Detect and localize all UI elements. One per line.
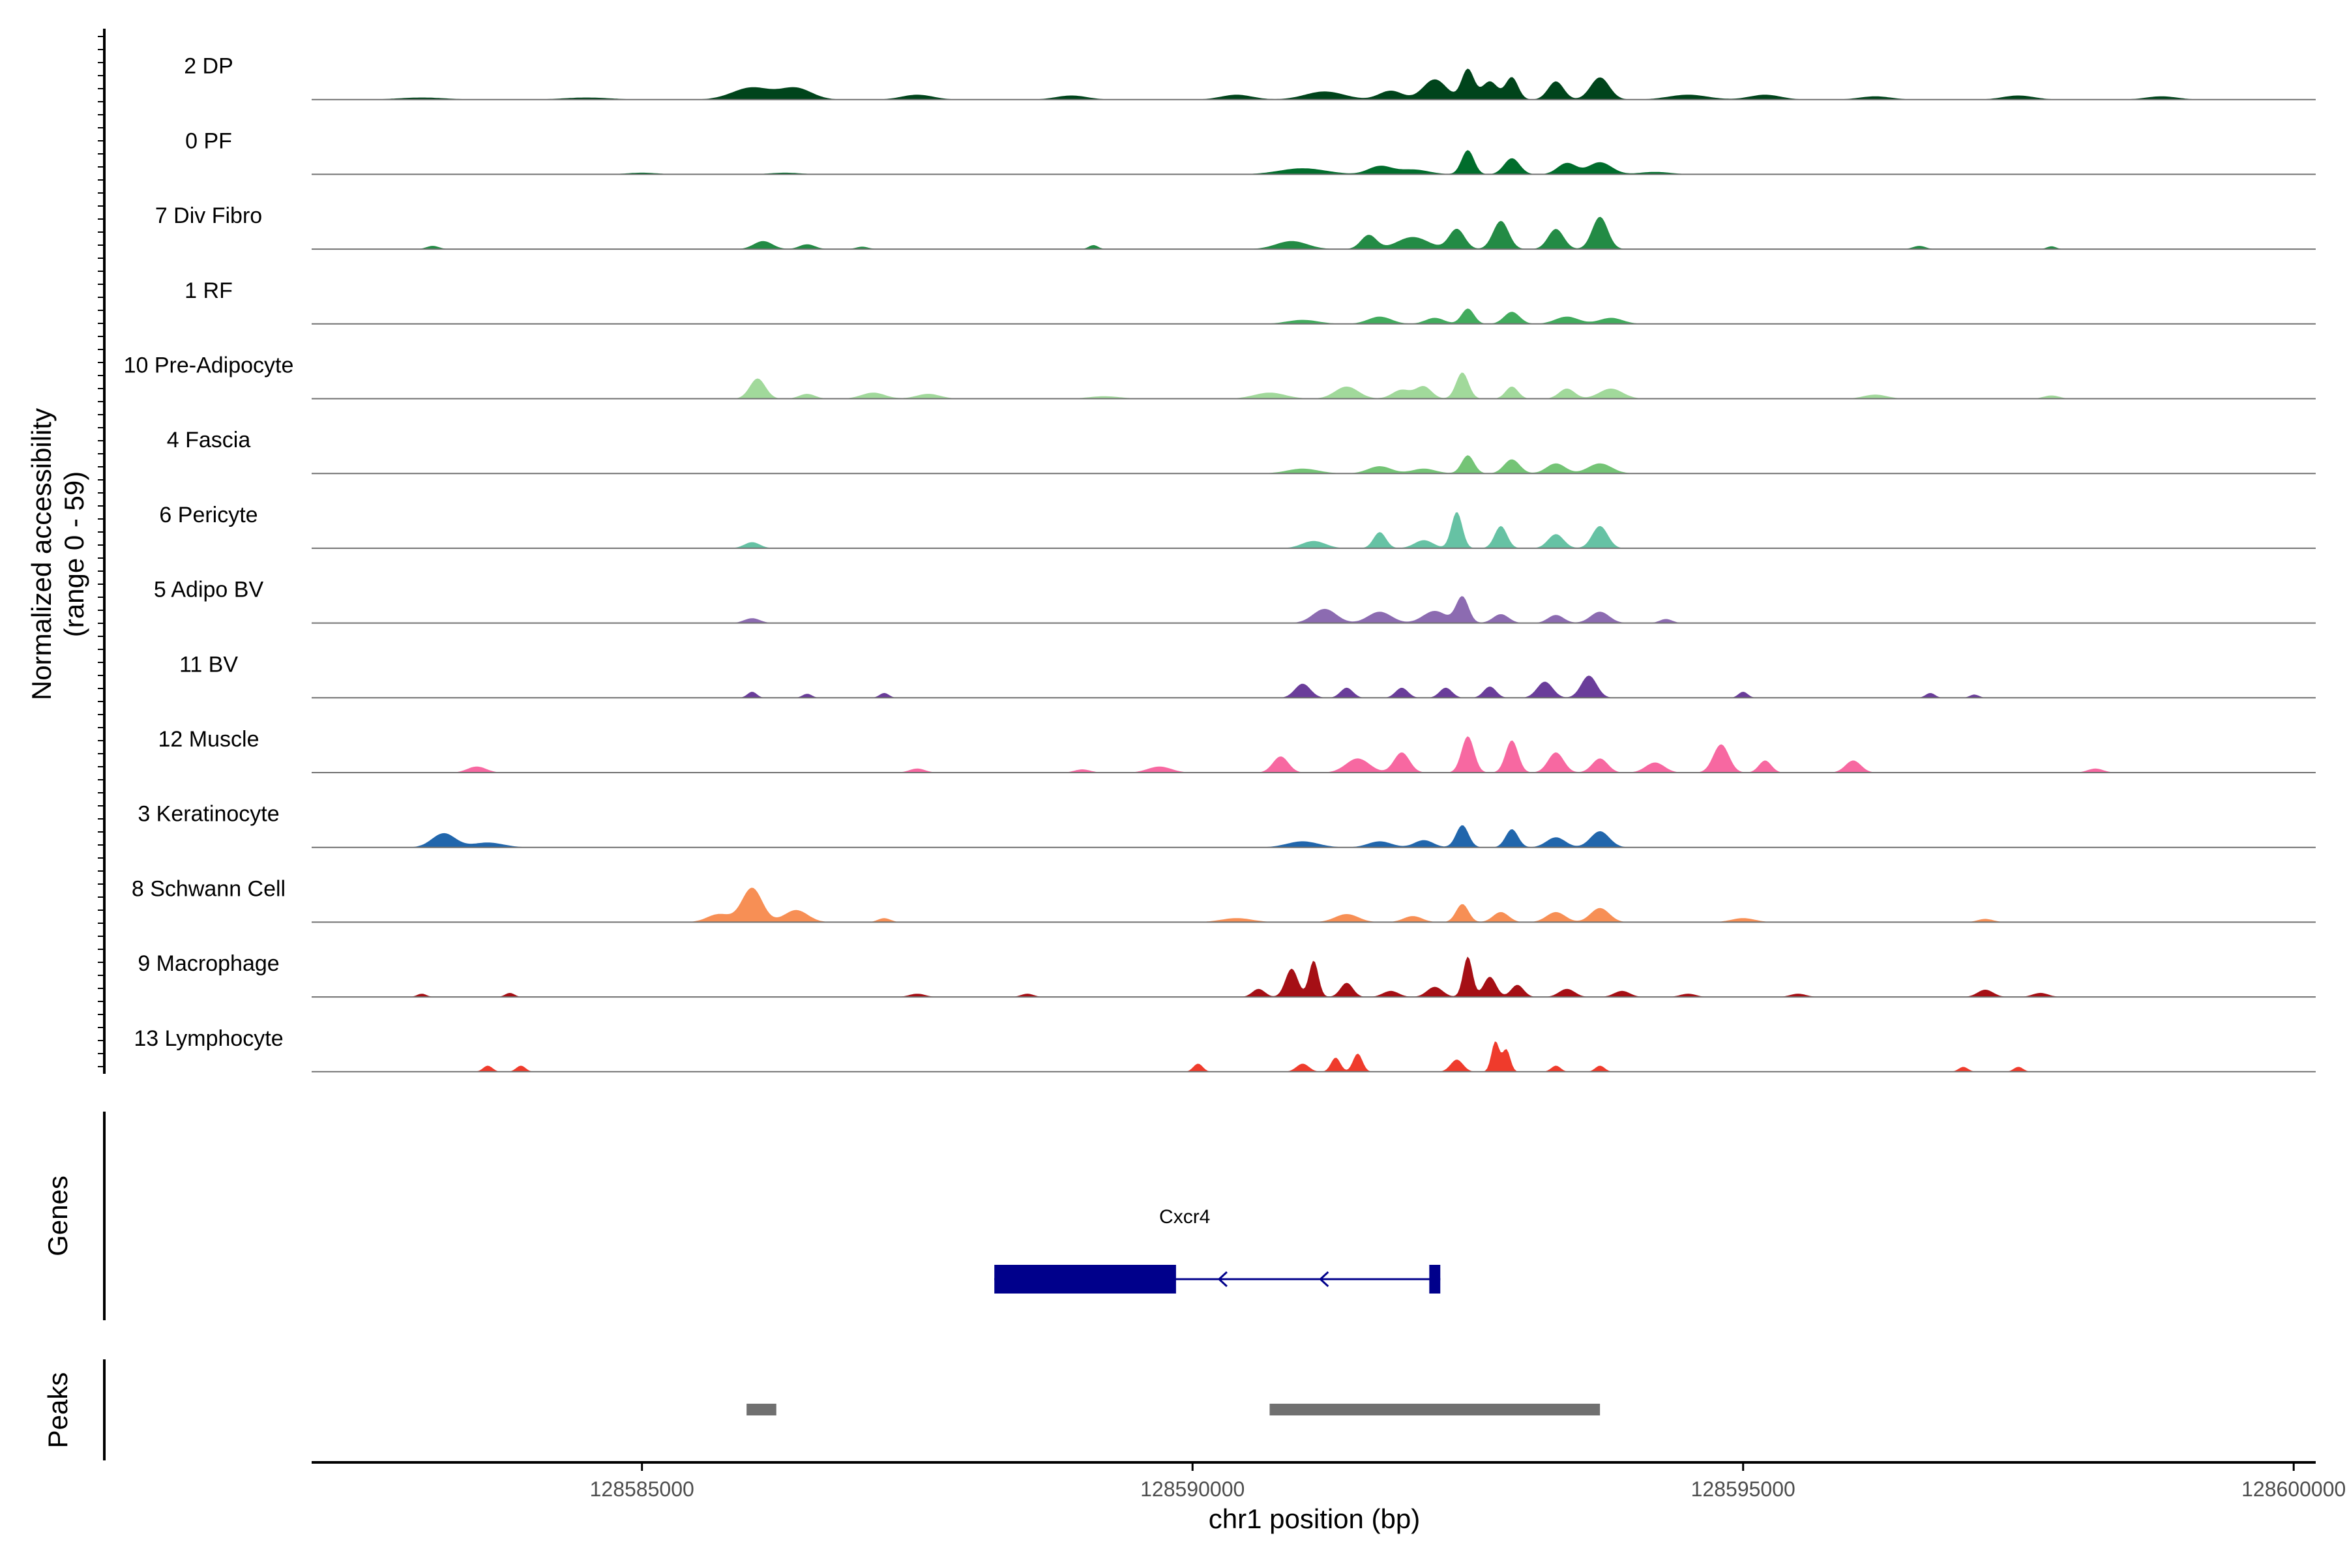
track-2-dp: 2 DP — [184, 54, 2316, 100]
track-label: 13 Lymphocyte — [134, 1026, 283, 1051]
coverage-area — [312, 68, 2316, 100]
track-label: 10 Pre-Adipocyte — [124, 353, 294, 378]
peak-region — [746, 1404, 776, 1415]
track-11-bv: 11 BV — [179, 652, 2316, 699]
coverage-area — [312, 825, 2316, 848]
gene-exon — [994, 1265, 1176, 1294]
x-axis: 128585000 128590000 128595000 128600000 — [312, 1461, 2346, 1501]
track-label: 12 Muscle — [158, 727, 259, 752]
x-tick-label: 128600000 — [2241, 1477, 2346, 1501]
gene-cxcr4: Cxcr4 — [994, 1206, 1441, 1294]
strand-arrow — [1217, 1271, 1228, 1288]
track-label: 5 Adipo BV — [154, 578, 264, 602]
track-7-div-fibro: 7 Div Fibro — [155, 203, 2316, 250]
track-label: 4 Fascia — [167, 428, 251, 452]
x-axis-title: chr1 position (bp) — [1209, 1503, 1421, 1534]
coverage-area — [312, 308, 2316, 324]
x-tick-label: 128595000 — [1691, 1477, 1795, 1501]
coverage-area — [312, 1041, 2316, 1072]
coverage-area — [312, 675, 2316, 698]
track-8-schwann-cell: 8 Schwann Cell — [132, 876, 2316, 923]
y-axis-range-label: (range 0 - 59) — [59, 471, 89, 637]
coverage-area — [312, 956, 2316, 998]
coverage-area — [312, 455, 2316, 474]
track-label: 9 Macrophage — [138, 951, 279, 976]
coverage-area — [312, 216, 2316, 250]
track-label: 6 Pericyte — [159, 503, 258, 527]
track-label: 3 Keratinocyte — [138, 802, 279, 827]
track-0-pf: 0 PF — [185, 128, 2316, 175]
track-3-keratinocyte: 3 Keratinocyte — [138, 802, 2316, 848]
track-9-macrophage: 9 Macrophage — [138, 951, 2316, 998]
track-5-adipo-bv: 5 Adipo BV — [154, 578, 2316, 624]
coverage-area — [312, 596, 2316, 623]
coverage-area — [312, 887, 2316, 923]
gene-exon — [1429, 1265, 1441, 1294]
x-tick-label: 128590000 — [1140, 1477, 1245, 1501]
track-4-fascia: 4 Fascia — [167, 428, 2316, 475]
track-6-pericyte: 6 Pericyte — [159, 503, 2316, 549]
track-13-lymphocyte: 13 Lymphocyte — [134, 1026, 2316, 1072]
coverage-tracks: 2 DP 0 PF 7 Div Fibro 1 RF 10 Pre-Adipocyte 4… — [124, 54, 2316, 1072]
peak-region — [1269, 1404, 1601, 1415]
x-tick-label: 128585000 — [590, 1477, 694, 1501]
track-label: 11 BV — [179, 652, 238, 677]
gene-label: Cxcr4 — [1159, 1206, 1210, 1228]
track-label: 0 PF — [185, 128, 232, 153]
track-1-rf: 1 RF — [185, 278, 2316, 325]
genes-panel-title: Genes — [42, 1176, 73, 1256]
track-label: 1 RF — [185, 278, 233, 303]
y-axis — [98, 29, 106, 1074]
track-12-muscle: 12 Muscle — [158, 727, 2316, 773]
track-10-pre-adipocyte: 10 Pre-Adipocyte — [124, 353, 2316, 400]
coverage-area — [312, 372, 2316, 399]
peaks-panel-title: Peaks — [42, 1372, 73, 1449]
y-axis-title: Normalized accessibility — [26, 408, 57, 700]
genes-panel: Genes Cxcr4 — [42, 1112, 1441, 1320]
coverage-area — [312, 512, 2316, 548]
strand-arrow — [1319, 1271, 1329, 1288]
track-label: 2 DP — [184, 54, 233, 79]
coverage-area — [312, 736, 2316, 773]
coverage-area — [312, 150, 2316, 175]
peaks-panel: Peaks — [42, 1359, 1601, 1460]
track-label: 8 Schwann Cell — [132, 876, 286, 901]
track-label: 7 Div Fibro — [155, 203, 262, 228]
